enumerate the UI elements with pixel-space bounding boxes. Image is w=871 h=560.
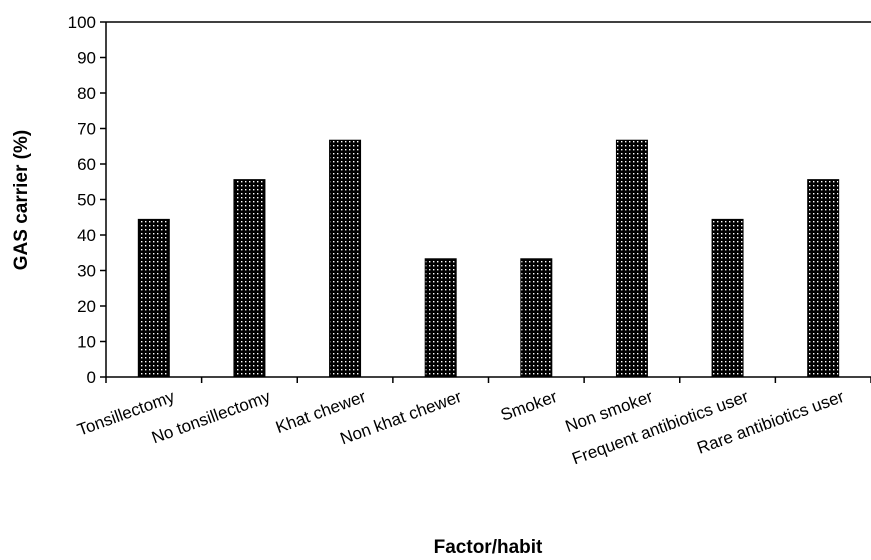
bar bbox=[711, 218, 744, 378]
y-tick-label: 80 bbox=[77, 84, 96, 103]
y-axis: 0 10 20 30 40 50 60 70 80 90 100 bbox=[68, 13, 107, 387]
x-axis-title: Factor/habit bbox=[434, 537, 543, 558]
bar bbox=[329, 139, 362, 378]
bar bbox=[520, 258, 553, 378]
bar bbox=[137, 218, 170, 378]
y-tick-label: 70 bbox=[77, 120, 96, 139]
bar bbox=[615, 139, 648, 378]
bar bbox=[424, 258, 457, 378]
y-tick-label: 40 bbox=[77, 226, 96, 245]
bars-group bbox=[137, 139, 840, 378]
y-tick-label: 10 bbox=[77, 333, 96, 352]
x-category-label: Smoker bbox=[498, 387, 560, 425]
bar bbox=[807, 179, 840, 378]
y-tick-label: 90 bbox=[77, 49, 96, 68]
bar bbox=[233, 179, 266, 378]
y-tick-label: 30 bbox=[77, 262, 96, 281]
y-tick-label: 50 bbox=[77, 191, 96, 210]
y-tick-label: 20 bbox=[77, 297, 96, 316]
y-tick-label: 100 bbox=[68, 13, 96, 32]
x-category-label: Frequent antibiotics user bbox=[570, 387, 752, 469]
y-axis-title: GAS carrier (%) bbox=[11, 130, 32, 270]
y-tick-label: 60 bbox=[77, 155, 96, 174]
y-tick-label: 0 bbox=[87, 368, 96, 387]
